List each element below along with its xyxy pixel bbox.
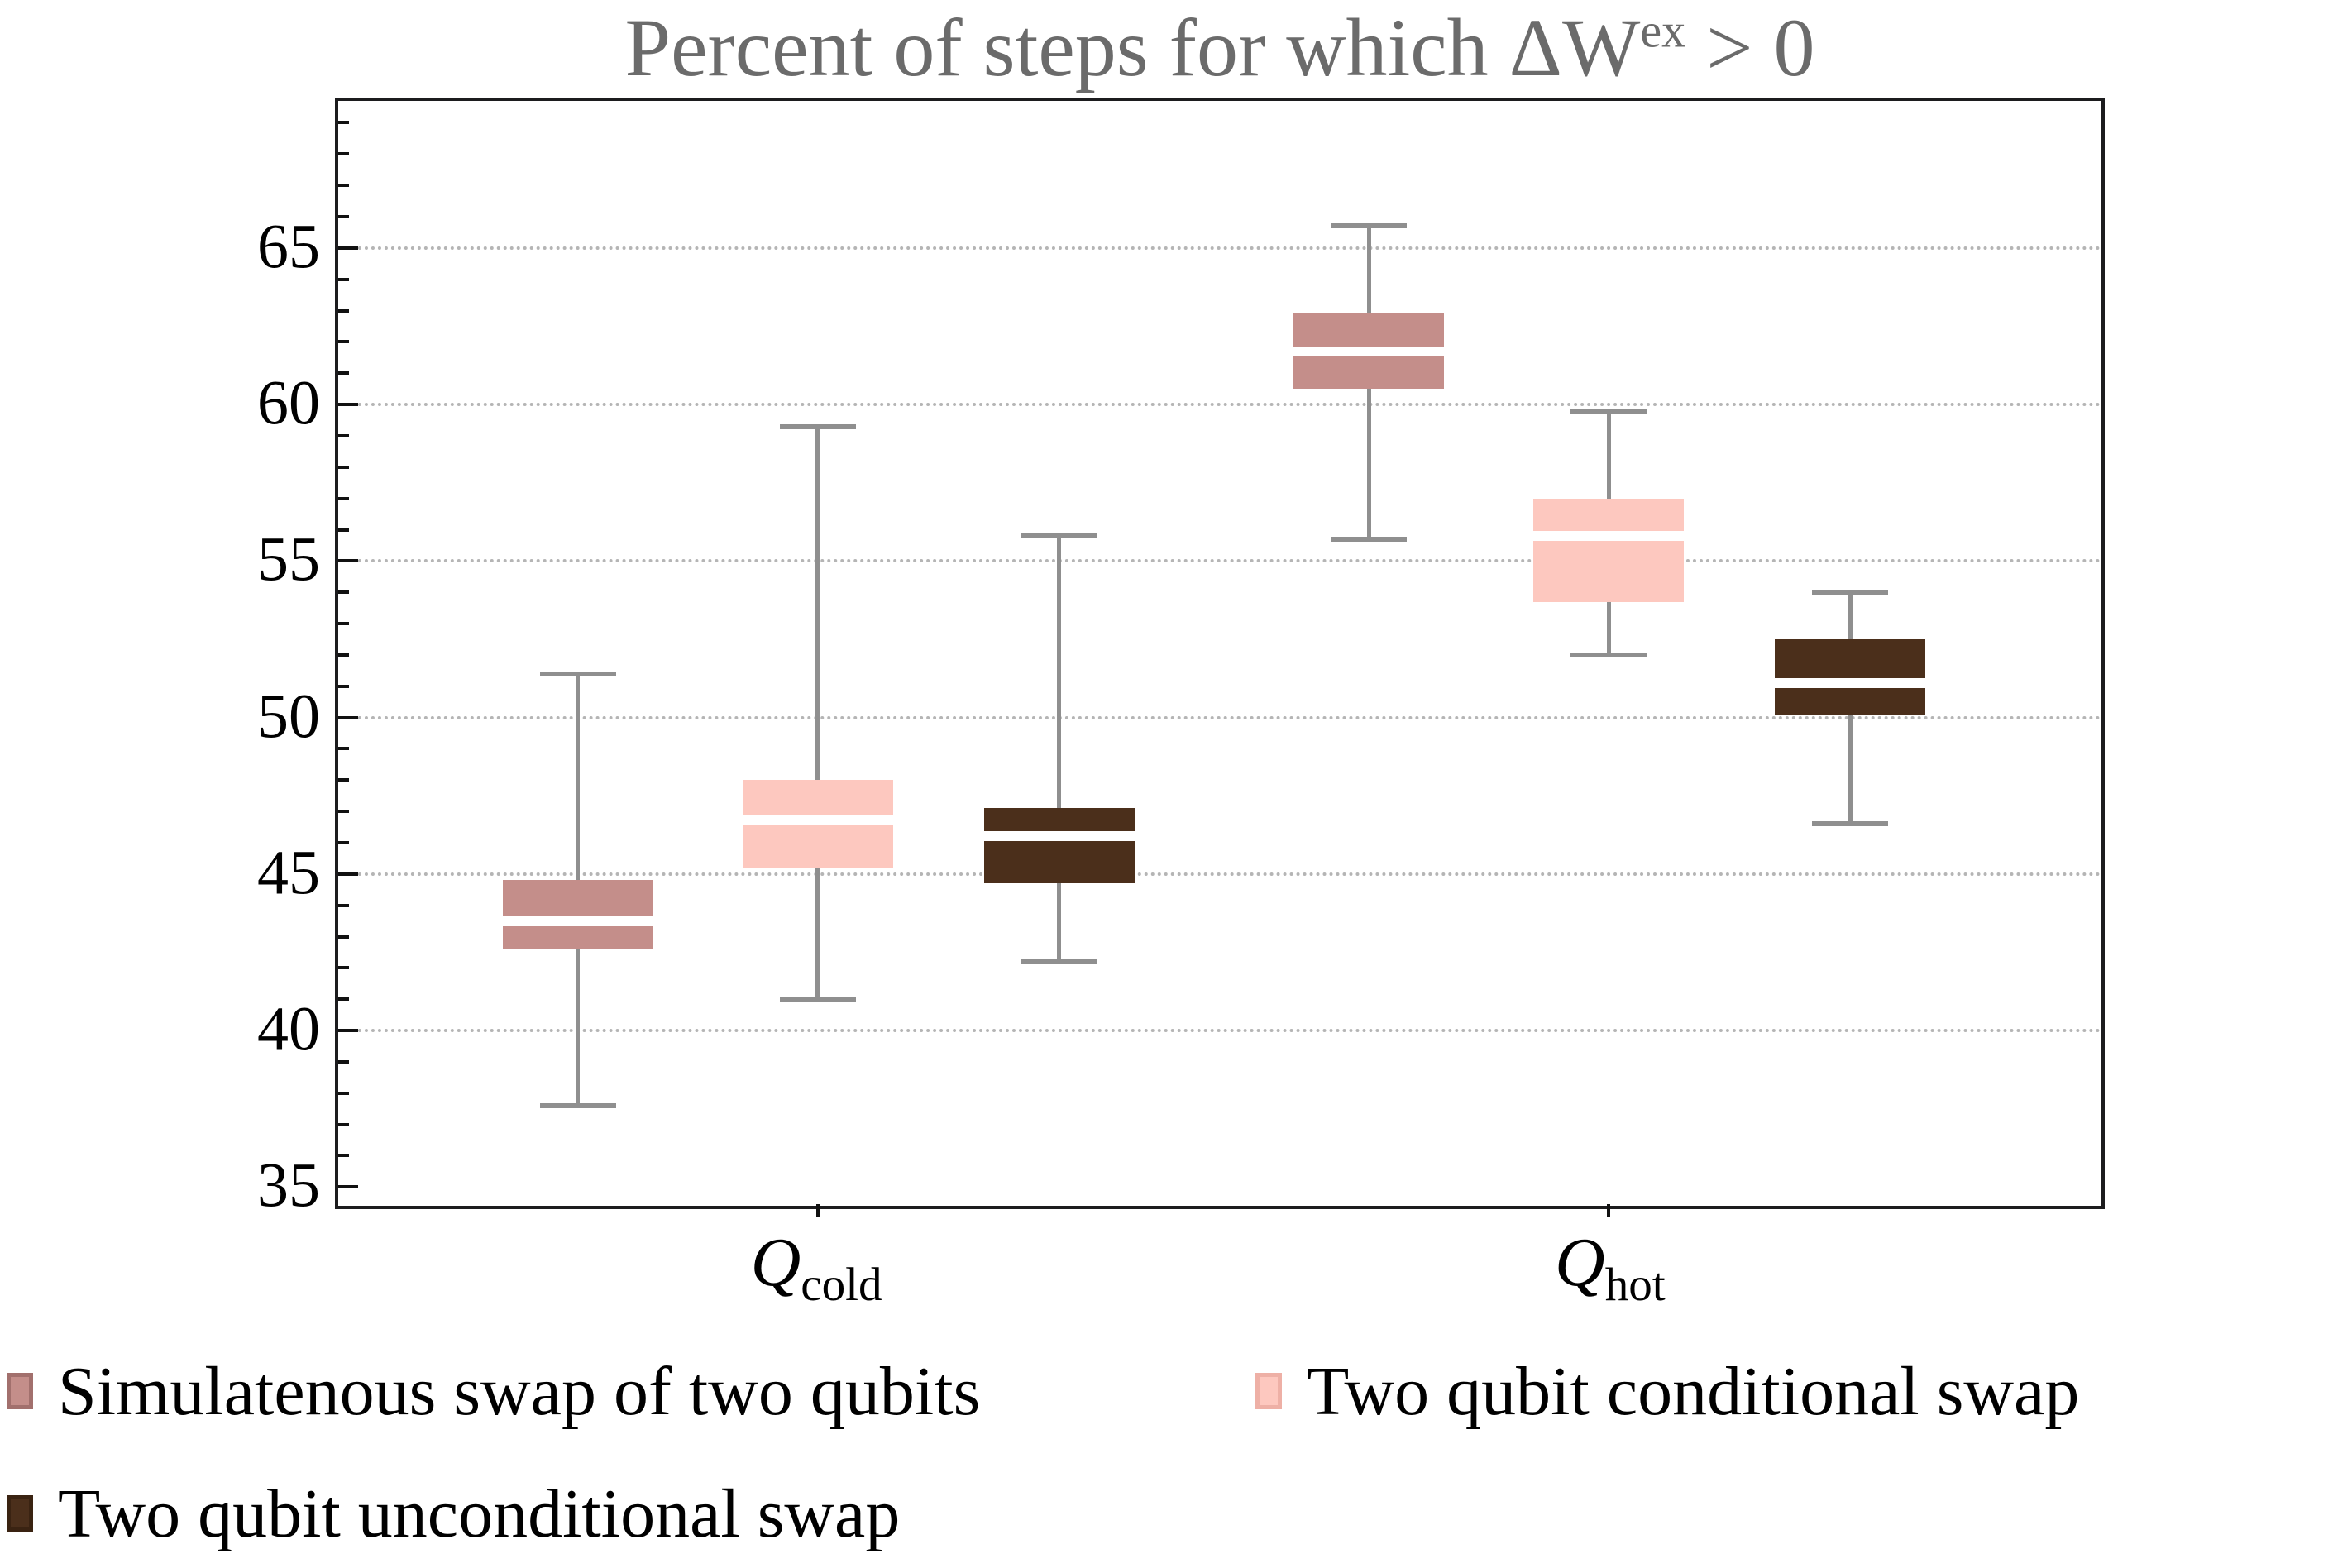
legend-swatch-conditional-swap [1255, 1373, 1282, 1409]
chart-title: Percent of steps for which ΔWex > 0 [335, 0, 2105, 93]
y-major-tick-55 [338, 559, 358, 563]
whisker-cap-max-s1-g0 [780, 423, 856, 429]
y-minor-tick-49 [338, 747, 349, 751]
boxplot-box-s2-g0 [983, 808, 1135, 884]
median-line-s1-g1 [1532, 531, 1685, 542]
y-minor-tick-47 [338, 810, 349, 814]
whisker-cap-min-s0-g1 [1331, 536, 1407, 542]
y-minor-tick-42 [338, 966, 349, 970]
whisker-cap-min-s1-g0 [780, 997, 856, 1002]
whisker-cap-max-s0-g0 [540, 671, 616, 676]
y-minor-tick-69 [338, 121, 349, 125]
legend-label-unconditional-swap: Two qubit unconditional swap [58, 1475, 901, 1552]
y-major-tick-60 [338, 403, 358, 407]
y-minor-tick-68 [338, 152, 349, 156]
y-minor-tick-52 [338, 653, 349, 657]
y-gridline-45 [338, 872, 2101, 876]
y-minor-tick-43 [338, 935, 349, 939]
x-group-tick-1 [1607, 1204, 1611, 1217]
y-minor-tick-46 [338, 840, 349, 844]
chart-title-superscript: ex [1640, 3, 1686, 58]
whisker-cap-min-s1-g1 [1570, 652, 1647, 657]
boxplot-box-s1-g1 [1532, 498, 1685, 602]
y-major-tick-35 [338, 1185, 358, 1189]
y-gridline-40 [338, 1029, 2101, 1033]
legend-item-conditional-swap: Two qubit conditional swap [1255, 1330, 2079, 1452]
chart-title-suffix: > 0 [1685, 2, 1815, 93]
y-minor-tick-61 [338, 371, 349, 375]
x-label-cold-base: Q [750, 1224, 801, 1301]
y-minor-tick-63 [338, 308, 349, 313]
y-tick-label-50: 50 [257, 681, 320, 752]
boxplot-box-s2-g1 [1775, 638, 1926, 715]
y-minor-tick-44 [338, 903, 349, 907]
x-group-label-cold: Qcold [750, 1222, 882, 1308]
y-minor-tick-66 [338, 215, 349, 219]
y-minor-tick-39 [338, 1059, 349, 1064]
y-tick-label-35: 35 [257, 1150, 320, 1221]
whisker-cap-min-s2-g0 [1021, 958, 1097, 964]
x-label-hot-sub: hot [1604, 1258, 1666, 1311]
y-minor-tick-57 [338, 496, 349, 500]
whisker-line-s1-g0 [815, 426, 820, 1000]
y-major-tick-65 [338, 246, 358, 250]
legend-label-conditional-swap: Two qubit conditional swap [1307, 1352, 2080, 1430]
plot-area: 35 40 45 50 55 60 65 [257, 98, 2105, 1217]
whisker-cap-max-s2-g1 [1812, 590, 1889, 595]
y-gridline-60 [338, 403, 2101, 407]
whisker-cap-max-s0-g1 [1331, 223, 1407, 229]
whisker-cap-max-s1-g1 [1570, 408, 1647, 414]
y-minor-tick-58 [338, 465, 349, 469]
y-minor-tick-53 [338, 622, 349, 626]
whisker-line-s2-g0 [1057, 536, 1062, 962]
y-minor-tick-36 [338, 1154, 349, 1158]
x-group-label-hot: Qhot [1555, 1222, 1666, 1308]
boxplot-box-s0-g0 [502, 880, 654, 949]
legend-row-1: Simulatenous swap of two qubits Two qubi… [0, 1330, 2333, 1452]
y-major-tick-40 [338, 1029, 358, 1033]
legend-item-unconditional-swap: Two qubit unconditional swap [7, 1452, 900, 1568]
chart-title-prefix: Percent of steps for which ΔW [624, 2, 1641, 93]
median-line-s2-g0 [983, 831, 1135, 842]
y-major-tick-50 [338, 715, 358, 719]
median-line-s0-g0 [502, 915, 654, 926]
x-group-tick-0 [815, 1204, 820, 1217]
y-minor-tick-64 [338, 277, 349, 281]
legend: Simulatenous swap of two qubits Two qubi… [0, 1330, 2333, 1568]
legend-item-simultaneous-swap: Simulatenous swap of two qubits [7, 1330, 980, 1452]
y-tick-label-65: 65 [257, 212, 320, 282]
y-gridline-65 [338, 246, 2101, 250]
y-minor-tick-62 [338, 340, 349, 344]
y-minor-tick-37 [338, 1122, 349, 1126]
y-gridline-50 [338, 715, 2101, 719]
legend-swatch-simultaneous-swap [7, 1373, 33, 1409]
whisker-cap-min-s2-g1 [1812, 821, 1889, 827]
y-tick-label-60: 60 [257, 368, 320, 438]
y-gridline-55 [338, 559, 2101, 563]
legend-label-simultaneous-swap: Simulatenous swap of two qubits [58, 1352, 981, 1430]
y-major-tick-45 [338, 872, 358, 876]
y-minor-tick-59 [338, 433, 349, 437]
median-line-s2-g1 [1775, 677, 1926, 688]
x-label-hot-base: Q [1555, 1224, 1605, 1301]
y-minor-tick-51 [338, 684, 349, 688]
median-line-s1-g0 [742, 815, 894, 826]
x-axis-labels: Qcold Qhot [335, 1222, 2105, 1322]
y-minor-tick-41 [338, 997, 349, 1002]
y-tick-label-40: 40 [257, 994, 320, 1064]
legend-row-2: Two qubit unconditional swap [0, 1452, 2333, 1568]
y-minor-tick-67 [338, 184, 349, 188]
whisker-cap-max-s2-g0 [1021, 533, 1097, 539]
y-tick-label-55: 55 [257, 524, 320, 595]
y-minor-tick-38 [338, 1091, 349, 1095]
legend-swatch-unconditional-swap [7, 1495, 33, 1532]
whisker-cap-min-s0-g0 [540, 1102, 616, 1108]
x-label-cold-sub: cold [801, 1258, 882, 1311]
y-minor-tick-56 [338, 528, 349, 532]
median-line-s0-g1 [1293, 346, 1445, 356]
y-minor-tick-48 [338, 778, 349, 782]
y-minor-tick-54 [338, 590, 349, 595]
y-tick-label-45: 45 [257, 838, 320, 908]
